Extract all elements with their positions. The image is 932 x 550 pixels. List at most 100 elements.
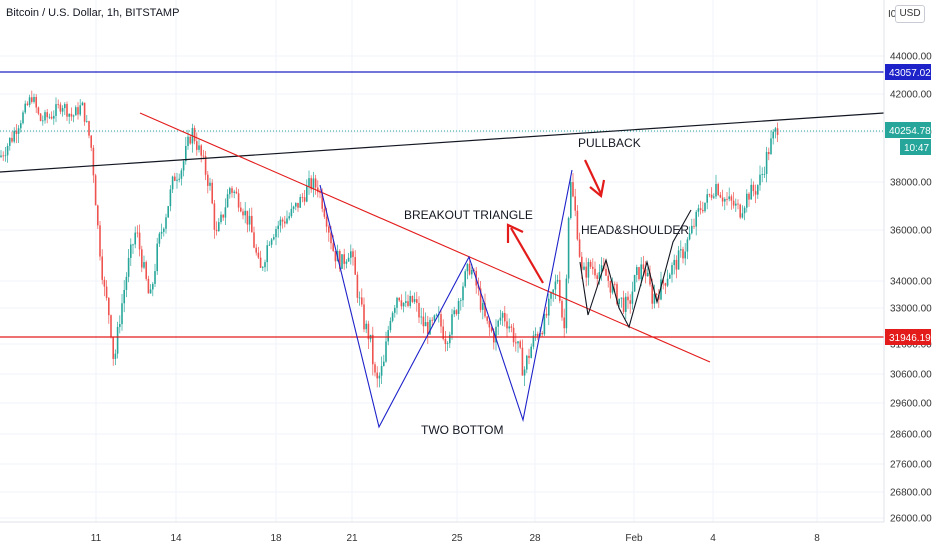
candle-body <box>741 213 744 218</box>
candle-body <box>207 174 209 186</box>
two-bottom-zigzag[interactable] <box>319 169 573 429</box>
breakout-arrow <box>510 227 544 284</box>
annotation-head-shoulder[interactable]: HEAD&SHOULDER <box>581 223 689 237</box>
time-tick-label: Feb <box>625 533 643 544</box>
candle-body <box>251 215 253 233</box>
candle-body <box>677 250 680 270</box>
candle-body <box>605 269 607 276</box>
candle-body <box>552 289 554 293</box>
candle-body <box>198 145 200 150</box>
candle-body <box>405 301 407 303</box>
candle-body <box>215 229 218 232</box>
candle-body <box>530 346 532 358</box>
candle-body <box>704 202 706 212</box>
candle-body <box>218 222 220 232</box>
candle-body <box>57 104 59 105</box>
candle-body <box>607 275 609 281</box>
candle-body <box>226 194 229 208</box>
candle-body <box>750 184 752 200</box>
candle-body <box>583 266 585 270</box>
drawings[interactable]: BREAKOUT TRIANGLE PULLBACK HEAD&SHOULDER… <box>0 71 885 437</box>
last-price-badge: 40254.78 10:47 <box>885 122 931 155</box>
candle-body <box>515 342 517 344</box>
candle-body <box>563 317 565 329</box>
candle-body <box>710 194 713 198</box>
candle-body <box>233 191 235 193</box>
candle-body <box>317 187 319 193</box>
candle-body <box>614 283 616 285</box>
candle-body <box>169 189 172 207</box>
annotation-breakout-triangle[interactable]: BREAKOUT TRIANGLE <box>404 208 533 222</box>
price-tick-label: 29600.00 <box>890 399 932 410</box>
candle-body <box>235 191 238 194</box>
descending-triangle-line[interactable] <box>139 112 711 363</box>
head-shoulder-zigzag[interactable] <box>579 209 692 329</box>
candle-body <box>757 185 759 195</box>
candle-body <box>270 239 273 245</box>
candle-body <box>541 332 543 335</box>
candle-body <box>361 297 363 305</box>
candle-body <box>398 297 400 301</box>
candle-body <box>15 130 18 134</box>
candle-body <box>376 372 378 379</box>
candle-body <box>728 196 730 200</box>
price-tick-label: 34000.00 <box>890 277 932 288</box>
candle-body <box>532 335 535 347</box>
candle-body <box>526 355 528 370</box>
candle-body <box>13 130 15 142</box>
candle-body <box>123 289 125 304</box>
candle-body <box>79 105 81 115</box>
candle-body <box>383 361 385 367</box>
annotation-pullback[interactable]: PULLBACK <box>578 136 641 150</box>
candle-body <box>451 314 453 335</box>
candle-body <box>257 252 260 258</box>
time-axis[interactable]: 11 14 18 21 25 28 Feb 4 8 <box>91 533 820 544</box>
candle-body <box>339 250 341 269</box>
candle-body <box>277 225 279 230</box>
candle-body <box>501 312 504 318</box>
candle-body <box>471 270 473 275</box>
candle-body <box>26 103 29 105</box>
candle-body <box>402 302 405 307</box>
candle-body <box>288 216 290 219</box>
candle-body <box>706 194 708 203</box>
currency-button[interactable]: USD <box>895 5 925 23</box>
candle-body <box>576 210 579 240</box>
ascending-trend-line[interactable] <box>0 112 885 173</box>
candle-body <box>53 115 55 119</box>
candle-body <box>136 232 139 234</box>
candle-body <box>242 211 244 216</box>
symbol-title[interactable]: Bitcoin / U.S. Dollar, 1h, BITSTAMP <box>6 7 179 19</box>
candle-body <box>147 278 150 294</box>
price-tick-label: 42000.00 <box>890 90 932 101</box>
candle-body <box>281 219 284 222</box>
annotation-two-bottom[interactable]: TWO BOTTOM <box>421 423 503 437</box>
candle-body <box>143 262 145 268</box>
price-axis-background[interactable] <box>884 0 932 522</box>
candle-body <box>409 295 411 306</box>
time-axis-background[interactable] <box>0 522 884 550</box>
candle-body <box>680 249 682 251</box>
candle-body <box>616 284 618 304</box>
candle-body <box>644 269 647 277</box>
candle-body <box>284 221 286 224</box>
candle-body <box>482 303 484 310</box>
candle-body <box>497 320 499 327</box>
candle-body <box>675 259 678 270</box>
candle-body <box>761 174 763 175</box>
candle-body <box>653 293 656 304</box>
candle-body <box>715 184 717 197</box>
candle-body <box>495 326 497 343</box>
candle-body <box>391 312 394 321</box>
candle-body <box>301 197 304 198</box>
candle-body <box>449 334 451 344</box>
candle-body <box>772 131 774 139</box>
candle-body <box>759 174 761 186</box>
candle-body <box>765 152 768 174</box>
candle-body <box>295 202 297 207</box>
candle-body <box>693 225 695 227</box>
candle-body <box>262 267 264 268</box>
candle-body <box>167 206 169 218</box>
